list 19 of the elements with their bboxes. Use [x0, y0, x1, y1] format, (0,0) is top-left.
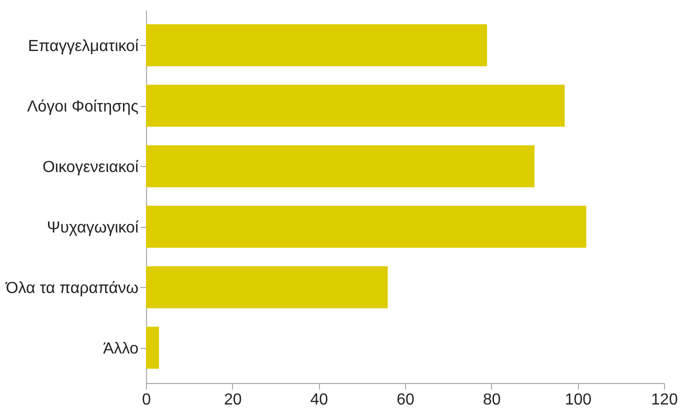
- y-tick-label: Οικογενειακοί: [42, 158, 139, 176]
- y-tick-label: Λόγοι Φοίτησης: [27, 98, 139, 116]
- x-tick-label: 80: [482, 392, 501, 408]
- x-tick-label: 0: [142, 392, 152, 408]
- y-tick-label: Ψυχαγωγικοί: [46, 219, 139, 236]
- x-tick-label: 20: [224, 392, 242, 408]
- y-tick-label: Άλλο: [103, 340, 139, 358]
- bar: [146, 145, 534, 188]
- x-tick-label: 40: [310, 392, 328, 408]
- bar: [146, 24, 488, 66]
- bar: [146, 326, 159, 369]
- y-tick-label: Επαγγελματικοί: [28, 38, 139, 55]
- x-tick-label: 120: [651, 392, 678, 408]
- bar: [146, 84, 565, 127]
- bar: [146, 206, 586, 248]
- y-tick-label: Όλα τα παραπάνω: [4, 280, 138, 297]
- x-tick-label: 100: [564, 392, 592, 408]
- x-tick-label: 60: [396, 392, 414, 408]
- bar: [146, 266, 388, 308]
